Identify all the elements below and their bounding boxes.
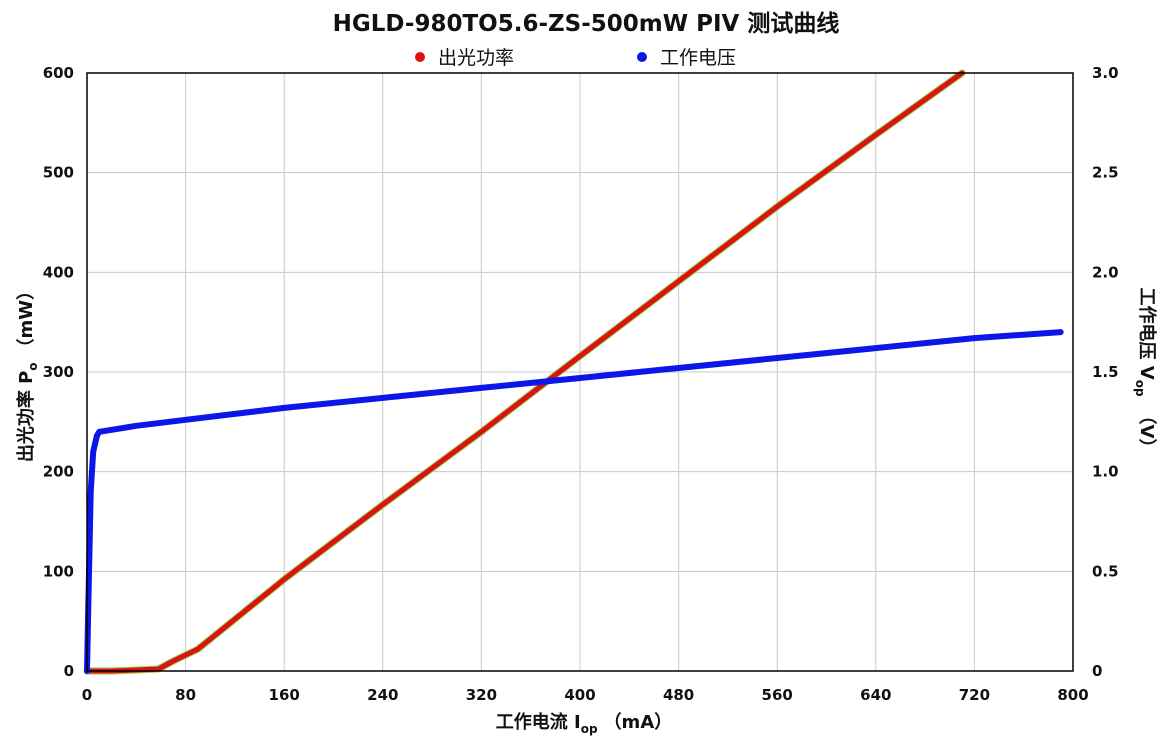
x-axis-title: 工作电流 Iop （mA） bbox=[496, 711, 673, 736]
y-left-tick-label: 200 bbox=[43, 463, 74, 481]
y-right-axis-title-main: 工作电压 V bbox=[1136, 288, 1158, 380]
legend-label-power: 出光功率 bbox=[438, 47, 514, 69]
y-left-tick-labels: 0 100 200 300 400 500 600 bbox=[43, 64, 74, 680]
y-right-tick-label: 0.5 bbox=[1092, 562, 1119, 580]
legend-marker-voltage bbox=[637, 52, 647, 62]
x-tick-label: 720 bbox=[959, 686, 990, 704]
series-layer bbox=[83, 69, 1064, 675]
y-left-axis-title-unit: （mW） bbox=[16, 282, 37, 357]
y-right-tick-label: 1.5 bbox=[1092, 363, 1119, 381]
y-left-tick-label: 0 bbox=[64, 662, 74, 680]
x-axis-title-unit: （mA） bbox=[604, 712, 673, 733]
y-left-tick-label: 600 bbox=[43, 64, 74, 82]
x-tick-labels: 0 80 160 240 320 400 480 560 640 720 800 bbox=[82, 686, 1089, 704]
y-right-tick-label: 3.0 bbox=[1092, 64, 1119, 82]
x-tick-label: 240 bbox=[367, 686, 398, 704]
x-axis-title-main: 工作电流 I bbox=[496, 711, 581, 733]
x-tick-label: 800 bbox=[1057, 686, 1088, 704]
y-right-tick-labels: 0 0.5 1.0 1.5 2.0 2.5 3.0 bbox=[1092, 64, 1119, 680]
grid bbox=[87, 73, 1073, 671]
y-right-axis-title: 工作电压 Vop （V） bbox=[1133, 288, 1158, 457]
y-right-tick-label: 1.0 bbox=[1092, 463, 1119, 481]
y-left-tick-label: 300 bbox=[43, 363, 74, 381]
y-left-axis-title-main: 出光功率 P bbox=[15, 371, 37, 462]
legend-marker-power bbox=[415, 52, 425, 62]
x-tick-label: 640 bbox=[860, 686, 891, 704]
y-right-tick-label: 2.0 bbox=[1092, 263, 1119, 281]
series-line-power bbox=[84, 70, 965, 674]
legend-label-voltage: 工作电压 bbox=[660, 47, 736, 69]
y-right-axis-title-sub: op bbox=[1133, 380, 1147, 397]
x-tick-label: 160 bbox=[269, 686, 300, 704]
x-axis-title-sub: op bbox=[581, 722, 598, 736]
y-right-axis-title-unit: （V） bbox=[1136, 407, 1157, 457]
y-right-tick-label: 2.5 bbox=[1092, 164, 1119, 182]
y-left-axis-title-sub: o bbox=[26, 362, 40, 370]
y-left-tick-label: 500 bbox=[43, 164, 74, 182]
x-tick-label: 80 bbox=[175, 686, 196, 704]
chart-title: HGLD-980TO5.6-ZS-500mW PIV 测试曲线 bbox=[333, 10, 840, 37]
legend: 出光功率 工作电压 bbox=[415, 47, 736, 69]
y-right-tick-label: 0 bbox=[1092, 662, 1102, 680]
x-tick-label: 0 bbox=[82, 686, 92, 704]
x-tick-label: 320 bbox=[466, 686, 497, 704]
plot-frame bbox=[86, 72, 1074, 672]
x-tick-label: 480 bbox=[663, 686, 694, 704]
x-tick-label: 400 bbox=[564, 686, 595, 704]
series-line-voltage bbox=[84, 329, 1064, 674]
x-tick-label: 560 bbox=[762, 686, 793, 704]
y-left-tick-label: 400 bbox=[43, 263, 74, 281]
y-left-axis-title: 出光功率 Po （mW） bbox=[15, 282, 40, 462]
y-left-tick-label: 100 bbox=[43, 562, 74, 580]
